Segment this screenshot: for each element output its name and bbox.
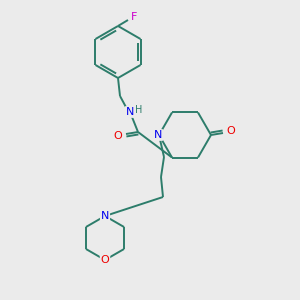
Text: O: O (226, 126, 236, 136)
Text: N: N (126, 107, 134, 117)
Text: H: H (135, 105, 143, 115)
Text: O: O (114, 131, 122, 141)
Text: O: O (100, 255, 109, 265)
Text: N: N (101, 211, 109, 221)
Text: F: F (131, 12, 137, 22)
Text: N: N (154, 130, 162, 140)
